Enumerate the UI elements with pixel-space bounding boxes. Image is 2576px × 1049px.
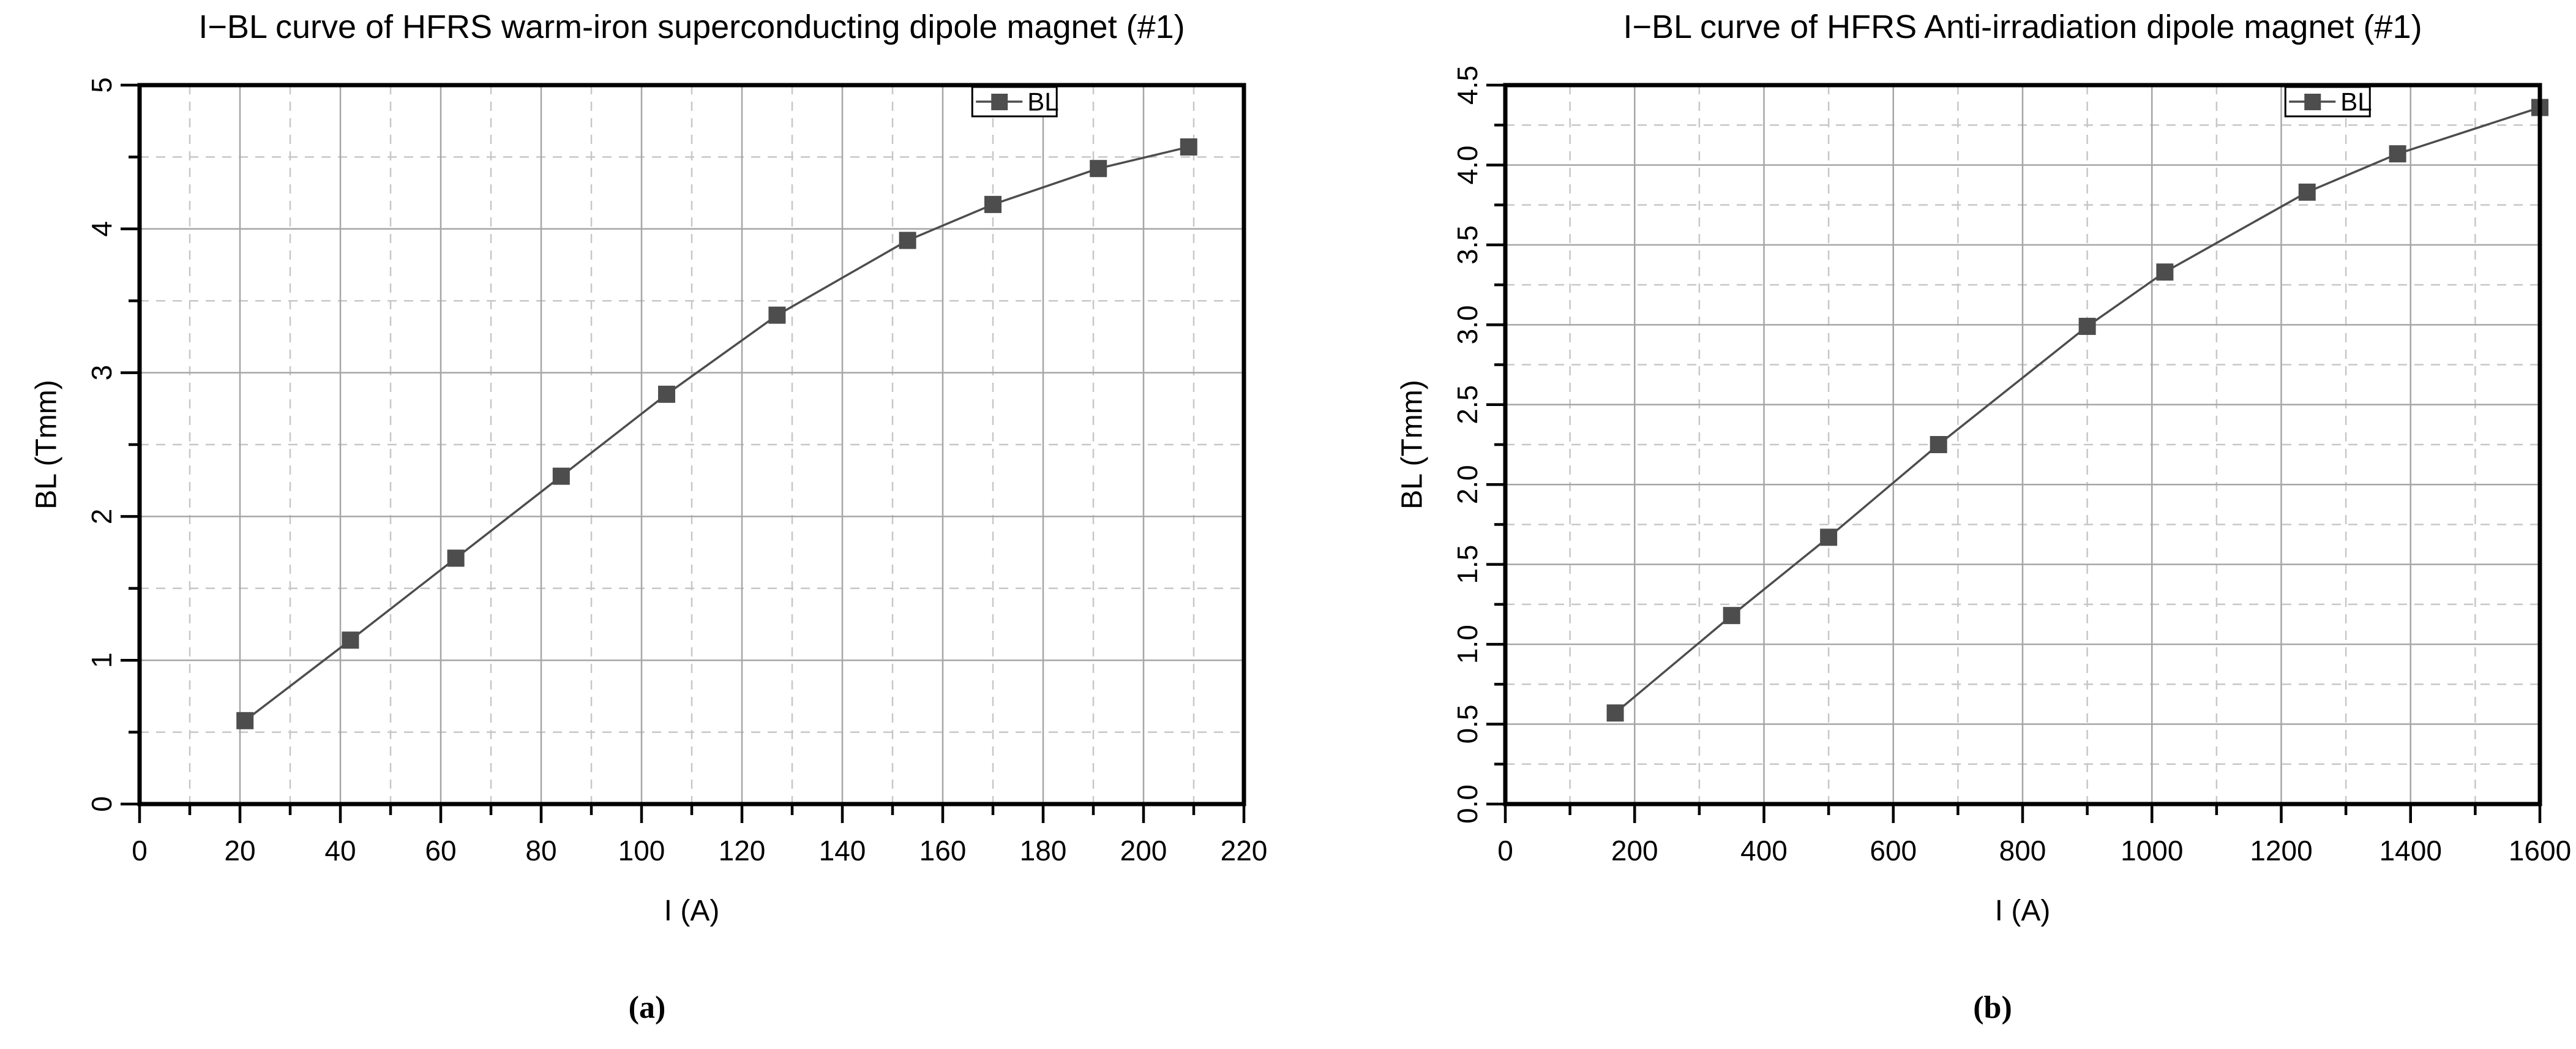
data-point-marker [1820,528,1838,546]
subfigure-caption-a: (a) [628,990,666,1025]
y-tick-label: 2 [86,509,118,525]
x-tick-label: 120 [719,835,766,867]
axis-ticks [121,83,1246,823]
y-tick-label: 1.0 [1451,625,1483,664]
data-point-marker [552,467,570,485]
plot-frame [1503,83,2542,806]
minor-gridlines [140,85,1244,804]
chart-title: I−BL curve of HFRS warm-iron superconduc… [198,9,1185,45]
y-tick-label: 4 [86,221,118,237]
x-tick-label: 0 [1497,835,1513,867]
x-tick-label: 800 [1999,835,2046,867]
data-point-marker [236,712,254,729]
data-point-marker [447,549,465,567]
x-tick-label: 600 [1870,835,1917,867]
data-point-marker [899,231,916,249]
y-tick-label: 2.5 [1451,385,1483,424]
x-tick-label: 400 [1740,835,1788,867]
y-tick-label: 0 [86,796,118,812]
data-point-marker [342,631,359,649]
major-gridlines [1505,85,2540,804]
x-axis-label: I (A) [1995,895,2051,927]
x-tick-label: 60 [425,835,456,867]
data-point-marker [768,306,786,324]
chart-anti-irradiation-dipole: 0 200 400 600 800 1000 1200 1400 1600 0.0 0.5 1.0 1.… [1396,9,2572,927]
y-tick-labels: 0 1 2 3 4 5 [86,77,118,812]
data-point-marker [1930,436,1947,453]
x-tick-label: 1200 [2250,835,2312,867]
data-point-marker [1180,138,1197,156]
x-tick-label: 200 [1611,835,1658,867]
legend-label: BL [2340,88,2372,116]
data-point-marker [2389,145,2406,163]
x-tick-label: 200 [1120,835,1167,867]
x-tick-label: 20 [224,835,255,867]
chart-warm-iron-dipole: 0 20 40 60 80 100 120 140 160 180 200 220 0 1 2 3 4 5 I−BL… [31,9,1268,927]
x-tick-label: 1400 [2379,835,2442,867]
y-tick-label: 3.0 [1451,305,1483,344]
x-tick-label: 220 [1221,835,1268,867]
x-tick-label: 180 [1020,835,1067,867]
x-tick-labels: 0 20 40 60 80 100 120 140 160 180 200 220 [132,835,1267,867]
y-tick-label: 3 [86,365,118,381]
legend: BL [971,86,1059,118]
y-tick-label: 1 [86,652,118,668]
data-point-marker [658,385,675,403]
data-point-markers [1606,99,2548,722]
x-tick-label: 160 [919,835,967,867]
y-tick-label: 5 [86,77,118,93]
bl-curve-line [244,146,1189,722]
legend-marker [2304,94,2321,110]
major-gridlines [140,85,1244,804]
y-tick-label: 1.5 [1451,545,1483,584]
x-tick-label: 40 [324,835,356,867]
x-axis-label: I (A) [664,895,720,927]
data-point-marker [2078,317,2096,335]
data-point-marker [984,195,1002,213]
y-tick-label: 4.0 [1451,145,1483,184]
data-point-marker [2298,183,2316,201]
data-point-marker [2156,263,2174,281]
y-tick-label: 2.0 [1451,465,1483,504]
x-tick-label: 1600 [2509,835,2571,867]
x-tick-label: 80 [525,835,556,867]
data-point-markers [236,138,1197,729]
y-axis-label: BL (Tmm) [1396,380,1429,509]
legend: BL [2284,86,2372,118]
data-point-marker [1723,607,1740,625]
subfigure-caption-b: (b) [1973,990,2012,1025]
x-tick-label: 100 [618,835,665,867]
y-tick-label: 3.5 [1451,225,1483,265]
y-axis-label: BL (Tmm) [31,380,63,509]
legend-marker [991,94,1008,110]
y-tick-label: 4.5 [1451,66,1483,105]
x-tick-label: 1000 [2121,835,2183,867]
x-tick-label: 0 [132,835,148,867]
chart-title: I−BL curve of HFRS Anti-irradiation dipo… [1623,9,2422,45]
data-point-marker [1606,704,1624,722]
y-tick-labels: 0.0 0.5 1.0 1.5 2.0 2.5 3.0 3.5 4.0 4.5 [1451,66,1483,824]
plot-frame [137,83,1246,806]
y-tick-label: 0.5 [1451,705,1483,744]
x-tick-labels: 0 200 400 600 800 1000 1200 1400 1600 [1497,835,2571,867]
x-tick-label: 140 [819,835,866,867]
data-point-marker [1090,160,1107,178]
axis-ticks [1486,83,2542,823]
bl-curve-line [1614,106,2540,714]
legend-label: BL [1027,88,1058,116]
y-tick-label: 0.0 [1451,784,1483,824]
